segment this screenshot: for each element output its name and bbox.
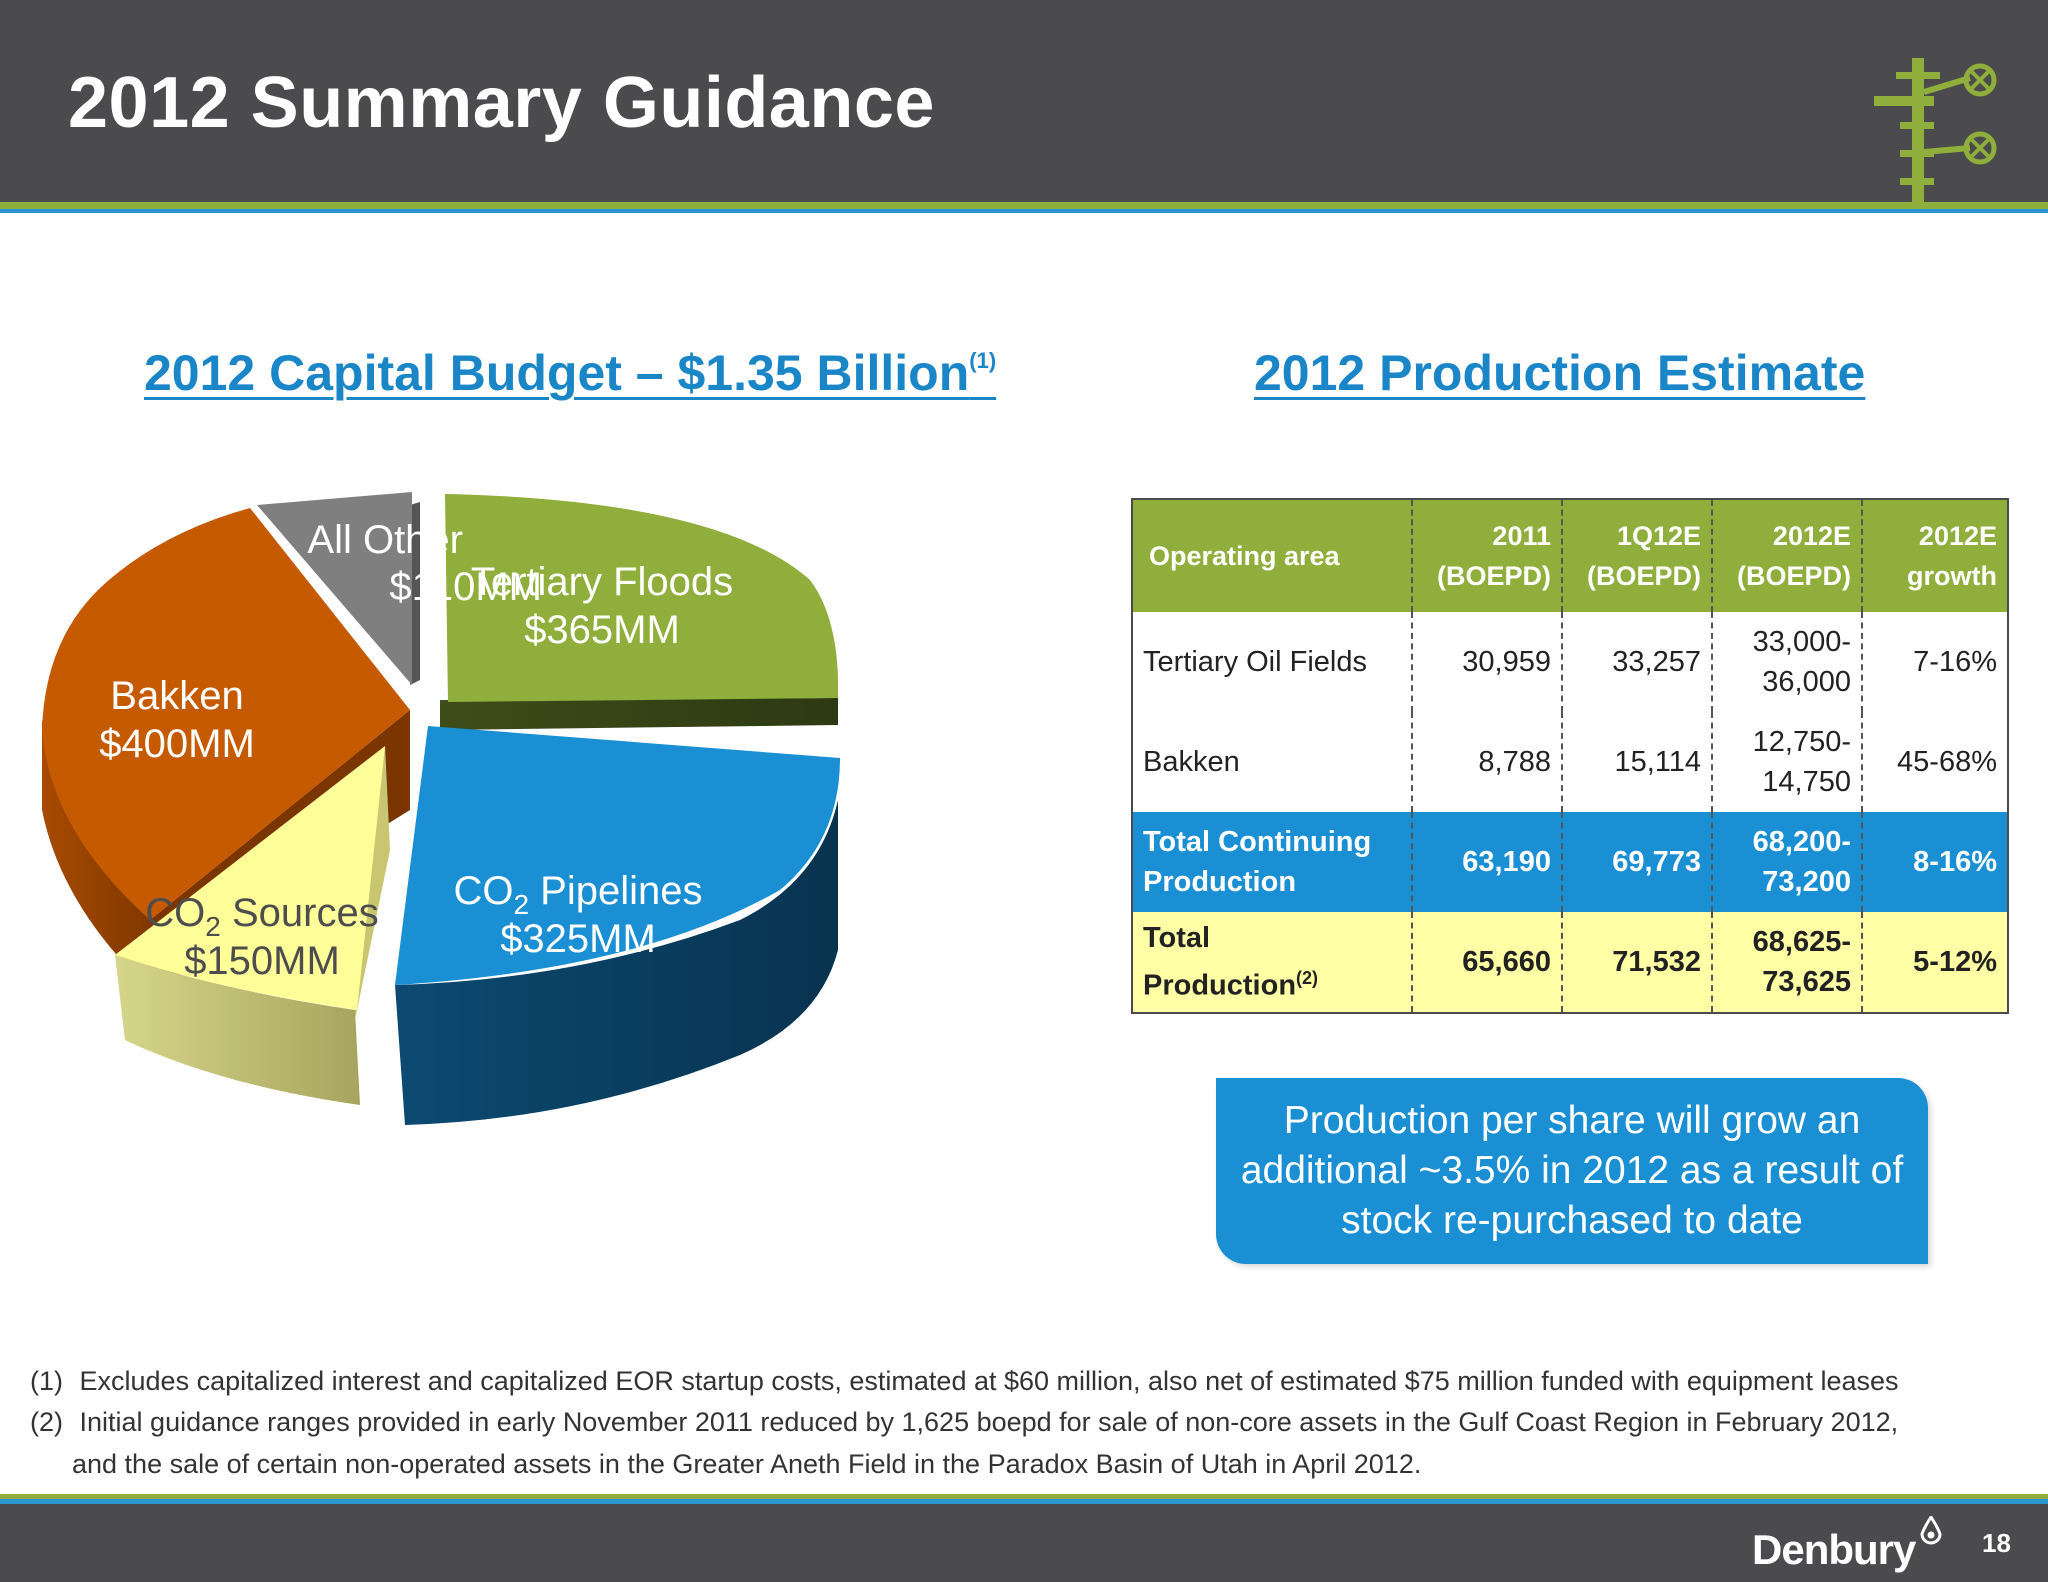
- drop-logo-icon: [1920, 1516, 1942, 1545]
- production-footnote-ref: (2): [1296, 968, 1319, 989]
- cell-2012e: 33,000- 36,000: [1711, 612, 1862, 712]
- cell-2012e: 68,625- 73,625: [1711, 912, 1862, 1013]
- footnote-1-number: (1): [30, 1366, 63, 1396]
- pie-slice-sources: [115, 746, 385, 1010]
- pie-slice-side-tertiary: [440, 698, 838, 730]
- table-row: Tertiary Oil Fields 30,959 33,257 33,000…: [1132, 612, 2008, 712]
- footer-accent-stripe-blue: [0, 1499, 2048, 1504]
- cell-growth: 5-12%: [1861, 912, 2008, 1013]
- cell-area: Bakken: [1132, 712, 1412, 812]
- cell-1q12e: 69,773: [1561, 812, 1712, 912]
- capital-budget-heading: 2012 Capital Budget – $1.35 Billion(1): [144, 344, 996, 402]
- cell-2011: 8,788: [1411, 712, 1562, 812]
- pie-label-tertiary-value: $365MM: [524, 608, 680, 652]
- cell-1q12e: 71,532: [1561, 912, 1712, 1013]
- cell-growth: 7-16%: [1861, 612, 2008, 712]
- capital-budget-heading-text: 2012 Capital Budget – $1.35 Billion: [144, 345, 970, 401]
- brand-logo-text: Denbury: [1752, 1526, 1916, 1573]
- table-row-total-continuing: Total Continuing Production 63,190 69,773…: [1132, 812, 2008, 912]
- table-row: Bakken 8,788 15,114 12,750- 14,750 45-68%: [1132, 712, 2008, 812]
- pie-label-pipelines-value: $325MM: [500, 917, 656, 961]
- pie-label-sources-value: $150MM: [184, 939, 340, 983]
- cell-2011: 63,190: [1411, 812, 1562, 912]
- cell-1q12e: 15,114: [1561, 712, 1712, 812]
- page-title: 2012 Summary Guidance: [68, 63, 935, 143]
- pie-slice-tertiary: [445, 494, 839, 702]
- pie-label-pipelines-name: CO2 Pipelines: [453, 869, 702, 920]
- production-table: Operating area 2011 (BOEPD) 1Q12E (BOEPD) …: [1131, 498, 2009, 1014]
- header-bar: [0, 0, 2048, 206]
- cell-1q12e: 33,257: [1561, 612, 1712, 712]
- footnote-1: (1) Excludes capitalized interest and ca…: [30, 1366, 1899, 1397]
- footer-bar: [0, 1504, 2048, 1582]
- pie-label-bakken-name: Bakken: [110, 674, 243, 718]
- production-estimate-heading: 2012 Production Estimate: [1254, 345, 1866, 401]
- capital-budget-pie-chart: Tertiary Floods $365MM CO2 Pipelines $32…: [42, 492, 840, 1125]
- footnote-2-number: (2): [30, 1407, 63, 1437]
- cell-2012e: 12,750- 14,750: [1711, 712, 1862, 812]
- page-number: 18: [1982, 1528, 2011, 1558]
- derrick-logo-icon: [1874, 58, 1997, 208]
- pie-label-tertiary-name: Tertiary Floods: [471, 560, 733, 604]
- capital-budget-footnote-ref: (1): [969, 348, 997, 374]
- col-header-2012e: 2012E (BOEPD): [1711, 499, 1862, 612]
- table-header-row: Operating area 2011 (BOEPD) 1Q12E (BOEPD) …: [1132, 499, 2008, 612]
- pie-label-sources-name: CO2 Sources: [145, 891, 378, 942]
- pie-label-other-name: All Other: [307, 518, 463, 562]
- footer-accent-stripe: [0, 1494, 2048, 1499]
- pie-slice-side-sources: [115, 955, 360, 1105]
- col-header-1q12e: 1Q12E (BOEPD): [1561, 499, 1712, 612]
- footnote-2-text: Initial guidance ranges provided in earl…: [79, 1407, 1899, 1437]
- pie-label-other-value: $110MM: [389, 565, 542, 609]
- header-accent-stripe: [0, 202, 2048, 209]
- pie-slice-side-pipelines: [395, 800, 838, 1125]
- col-header-2012e-growth: 2012E growth: [1861, 499, 2008, 612]
- cell-2012e: 68,200- 73,200: [1711, 812, 1862, 912]
- cell-growth: 45-68%: [1861, 712, 2008, 812]
- cell-area: Tertiary Oil Fields: [1132, 612, 1412, 712]
- col-header-operating-area: Operating area: [1132, 499, 1412, 612]
- pie-label-bakken-value: $400MM: [99, 722, 255, 766]
- cell-growth: 8-16%: [1861, 812, 2008, 912]
- cell-2011: 65,660: [1411, 912, 1562, 1013]
- footnote-2: (2) Initial guidance ranges provided in …: [30, 1407, 1898, 1438]
- callout-box: Production per share will grow an additi…: [1216, 1078, 1928, 1264]
- callout-text: Production per share will grow an additi…: [1240, 1099, 1904, 1242]
- cell-2011: 30,959: [1411, 612, 1562, 712]
- pie-slice-other: [257, 492, 412, 685]
- col-header-2011: 2011 (BOEPD): [1411, 499, 1562, 612]
- header-accent-stripe-blue: [0, 209, 2048, 213]
- pie-slice-bakken: [42, 508, 410, 920]
- cell-area: Total Production(2): [1132, 912, 1412, 1013]
- pie-slice-side-other: [410, 502, 420, 685]
- footnote-2-continuation: and the sale of certain non-operated ass…: [72, 1449, 1422, 1479]
- footnote-1-text: Excludes capitalized interest and capita…: [79, 1366, 1899, 1396]
- pie-slice-pipelines: [395, 726, 840, 985]
- table-row-total-production: Total Production(2) 65,660 71,532 68,625-…: [1132, 912, 2008, 1013]
- cell-area: Total Continuing Production: [1132, 812, 1412, 912]
- pie-slice-side-sources-inner: [355, 745, 390, 1020]
